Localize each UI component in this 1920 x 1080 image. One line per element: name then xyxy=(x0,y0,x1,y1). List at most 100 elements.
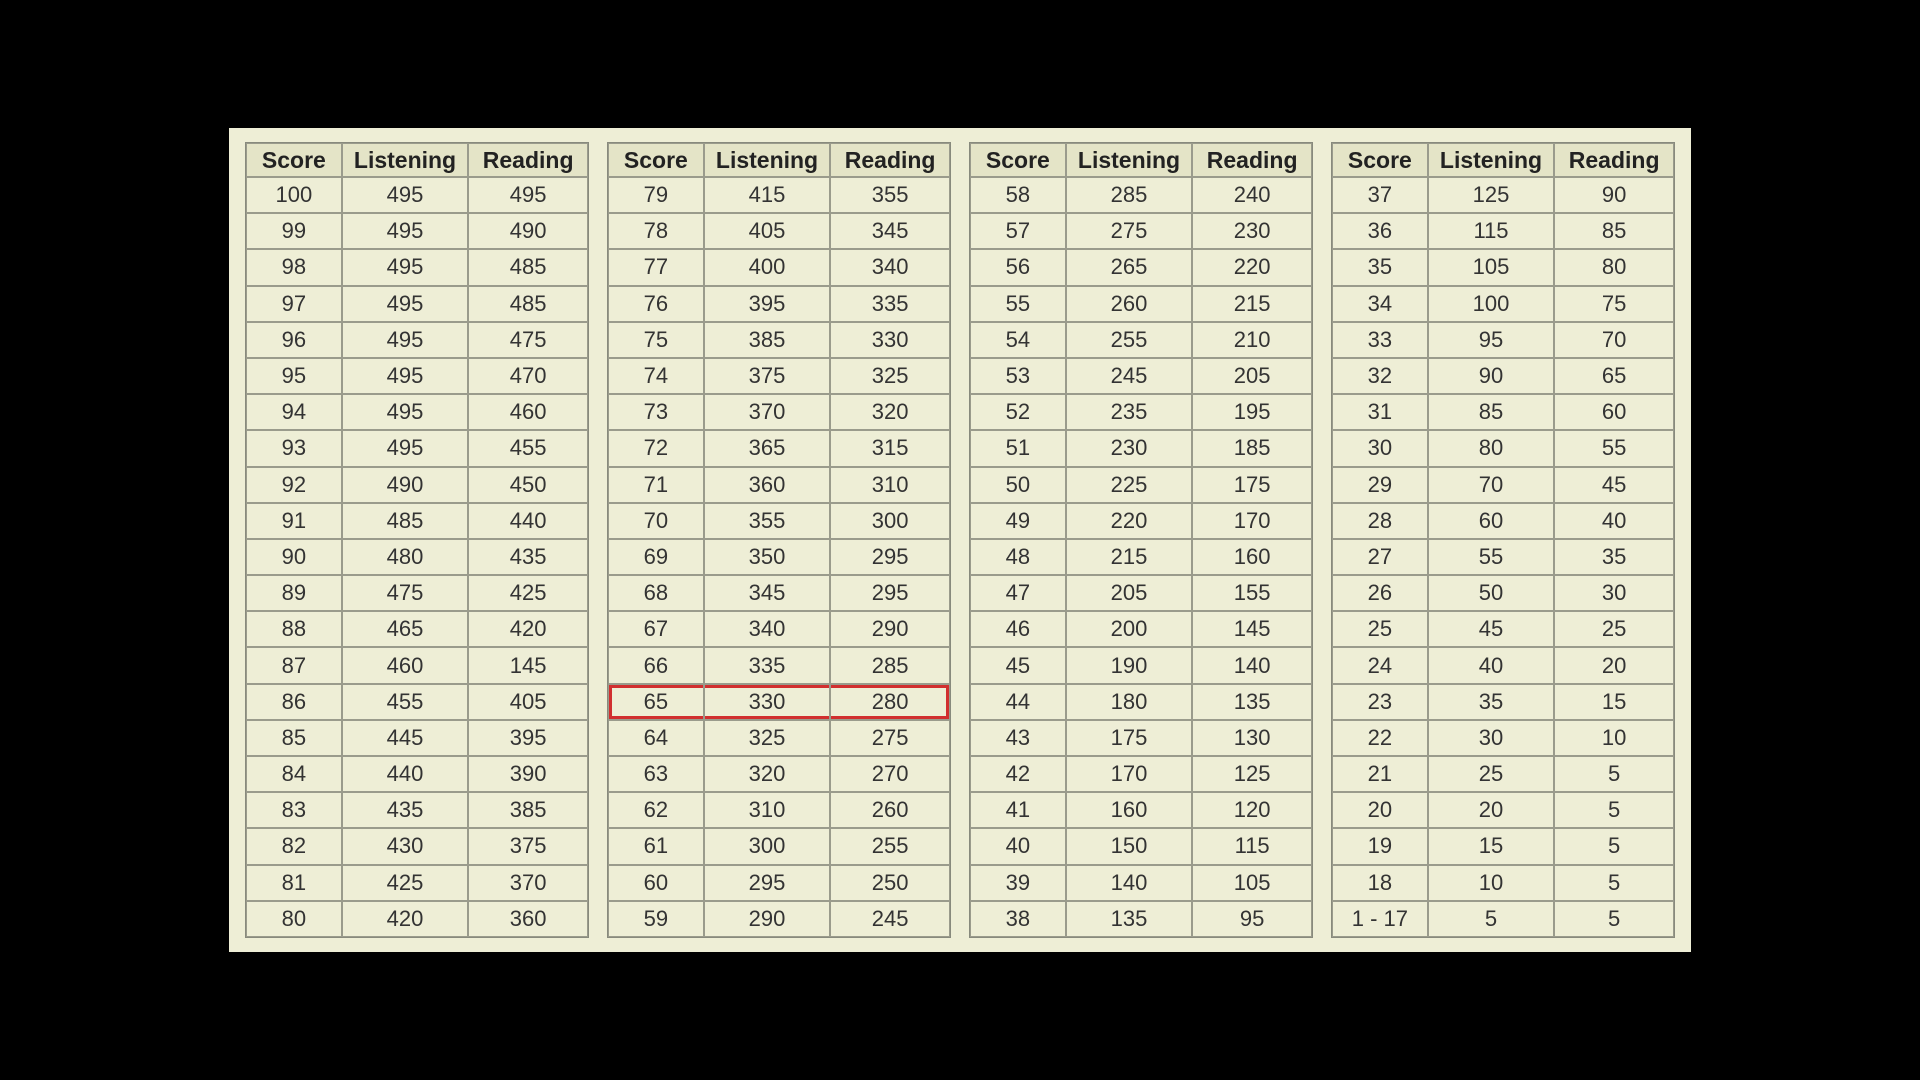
listening-cell: 395 xyxy=(704,286,831,322)
score-cell: 89 xyxy=(246,575,342,611)
table-row: 53245205 xyxy=(970,358,1312,394)
table-row: 297045 xyxy=(1332,467,1674,503)
score-cell: 36 xyxy=(1332,213,1428,249)
score-cell: 25 xyxy=(1332,611,1428,647)
listening-cell: 55 xyxy=(1428,539,1555,575)
reading-cell: 255 xyxy=(830,828,950,864)
listening-cell: 15 xyxy=(1428,828,1555,864)
table-row: 3611585 xyxy=(1332,213,1674,249)
table-row: 41160120 xyxy=(970,792,1312,828)
listening-cell: 360 xyxy=(704,467,831,503)
score-cell: 74 xyxy=(608,358,704,394)
listening-cell: 330 xyxy=(704,684,831,720)
listening-cell: 180 xyxy=(1066,684,1193,720)
score-cell: 28 xyxy=(1332,503,1428,539)
listening-cell: 480 xyxy=(342,539,469,575)
score-cell: 42 xyxy=(970,756,1066,792)
score-cell: 61 xyxy=(608,828,704,864)
listening-cell: 25 xyxy=(1428,756,1555,792)
listening-cell: 490 xyxy=(342,467,469,503)
table-row: 99495490 xyxy=(246,213,588,249)
score-cell: 52 xyxy=(970,394,1066,430)
table-row: 76395335 xyxy=(608,286,950,322)
score-cell: 47 xyxy=(970,575,1066,611)
table-row: 75385330 xyxy=(608,322,950,358)
table-row: 39140105 xyxy=(970,865,1312,901)
table-row: 67340290 xyxy=(608,611,950,647)
listening-cell: 420 xyxy=(342,901,469,937)
listening-cell: 160 xyxy=(1066,792,1193,828)
score-cell: 72 xyxy=(608,430,704,466)
listening-cell: 460 xyxy=(342,647,469,683)
reading-cell: 425 xyxy=(468,575,588,611)
reading-cell: 340 xyxy=(830,249,950,285)
reading-cell: 205 xyxy=(1192,358,1312,394)
table-row: 95495470 xyxy=(246,358,588,394)
table-row: 59290245 xyxy=(608,901,950,937)
table-row: 18105 xyxy=(1332,865,1674,901)
table-row: 21255 xyxy=(1332,756,1674,792)
table-row: 82430375 xyxy=(246,828,588,864)
reading-cell: 160 xyxy=(1192,539,1312,575)
listening-cell: 340 xyxy=(704,611,831,647)
table-row: 62310260 xyxy=(608,792,950,828)
listening-cell: 135 xyxy=(1066,901,1193,937)
table-row: 97495485 xyxy=(246,286,588,322)
score-cell: 26 xyxy=(1332,575,1428,611)
score-cell: 87 xyxy=(246,647,342,683)
column-header: Score xyxy=(608,143,704,177)
reading-cell: 455 xyxy=(468,430,588,466)
score-cell: 55 xyxy=(970,286,1066,322)
score-cell: 51 xyxy=(970,430,1066,466)
table-row: 80420360 xyxy=(246,901,588,937)
score-cell: 73 xyxy=(608,394,704,430)
reading-cell: 345 xyxy=(830,213,950,249)
reading-cell: 435 xyxy=(468,539,588,575)
listening-cell: 285 xyxy=(1066,177,1193,213)
reading-cell: 330 xyxy=(830,322,950,358)
score-cell: 82 xyxy=(246,828,342,864)
score-cell: 50 xyxy=(970,467,1066,503)
score-cell: 93 xyxy=(246,430,342,466)
reading-cell: 495 xyxy=(468,177,588,213)
listening-cell: 325 xyxy=(704,720,831,756)
reading-cell: 460 xyxy=(468,394,588,430)
table-row: 72365315 xyxy=(608,430,950,466)
table-row: 65330280 xyxy=(608,684,950,720)
listening-cell: 495 xyxy=(342,430,469,466)
listening-cell: 495 xyxy=(342,249,469,285)
reading-cell: 30 xyxy=(1554,575,1674,611)
listening-cell: 350 xyxy=(704,539,831,575)
score-cell: 86 xyxy=(246,684,342,720)
table-row: 286040 xyxy=(1332,503,1674,539)
table-row: 63320270 xyxy=(608,756,950,792)
listening-cell: 335 xyxy=(704,647,831,683)
score-cell: 24 xyxy=(1332,647,1428,683)
table-row: 49220170 xyxy=(970,503,1312,539)
table-row: 74375325 xyxy=(608,358,950,394)
table-row: 42170125 xyxy=(970,756,1312,792)
table-header-row: ScoreListeningReading xyxy=(1332,143,1674,177)
table-row: 98495485 xyxy=(246,249,588,285)
score-cell: 67 xyxy=(608,611,704,647)
score-cell: 83 xyxy=(246,792,342,828)
table-row: 275535 xyxy=(1332,539,1674,575)
reading-cell: 135 xyxy=(1192,684,1312,720)
score-cell: 91 xyxy=(246,503,342,539)
score-cell: 76 xyxy=(608,286,704,322)
table-row: 83435385 xyxy=(246,792,588,828)
score-cell: 29 xyxy=(1332,467,1428,503)
table-row: 3813595 xyxy=(970,901,1312,937)
table-row: 91485440 xyxy=(246,503,588,539)
listening-cell: 405 xyxy=(704,213,831,249)
reading-cell: 220 xyxy=(1192,249,1312,285)
listening-cell: 430 xyxy=(342,828,469,864)
table-row: 78405345 xyxy=(608,213,950,249)
listening-cell: 85 xyxy=(1428,394,1555,430)
listening-cell: 220 xyxy=(1066,503,1193,539)
score-cell: 35 xyxy=(1332,249,1428,285)
table-row: 55260215 xyxy=(970,286,1312,322)
reading-cell: 490 xyxy=(468,213,588,249)
reading-cell: 60 xyxy=(1554,394,1674,430)
reading-cell: 395 xyxy=(468,720,588,756)
